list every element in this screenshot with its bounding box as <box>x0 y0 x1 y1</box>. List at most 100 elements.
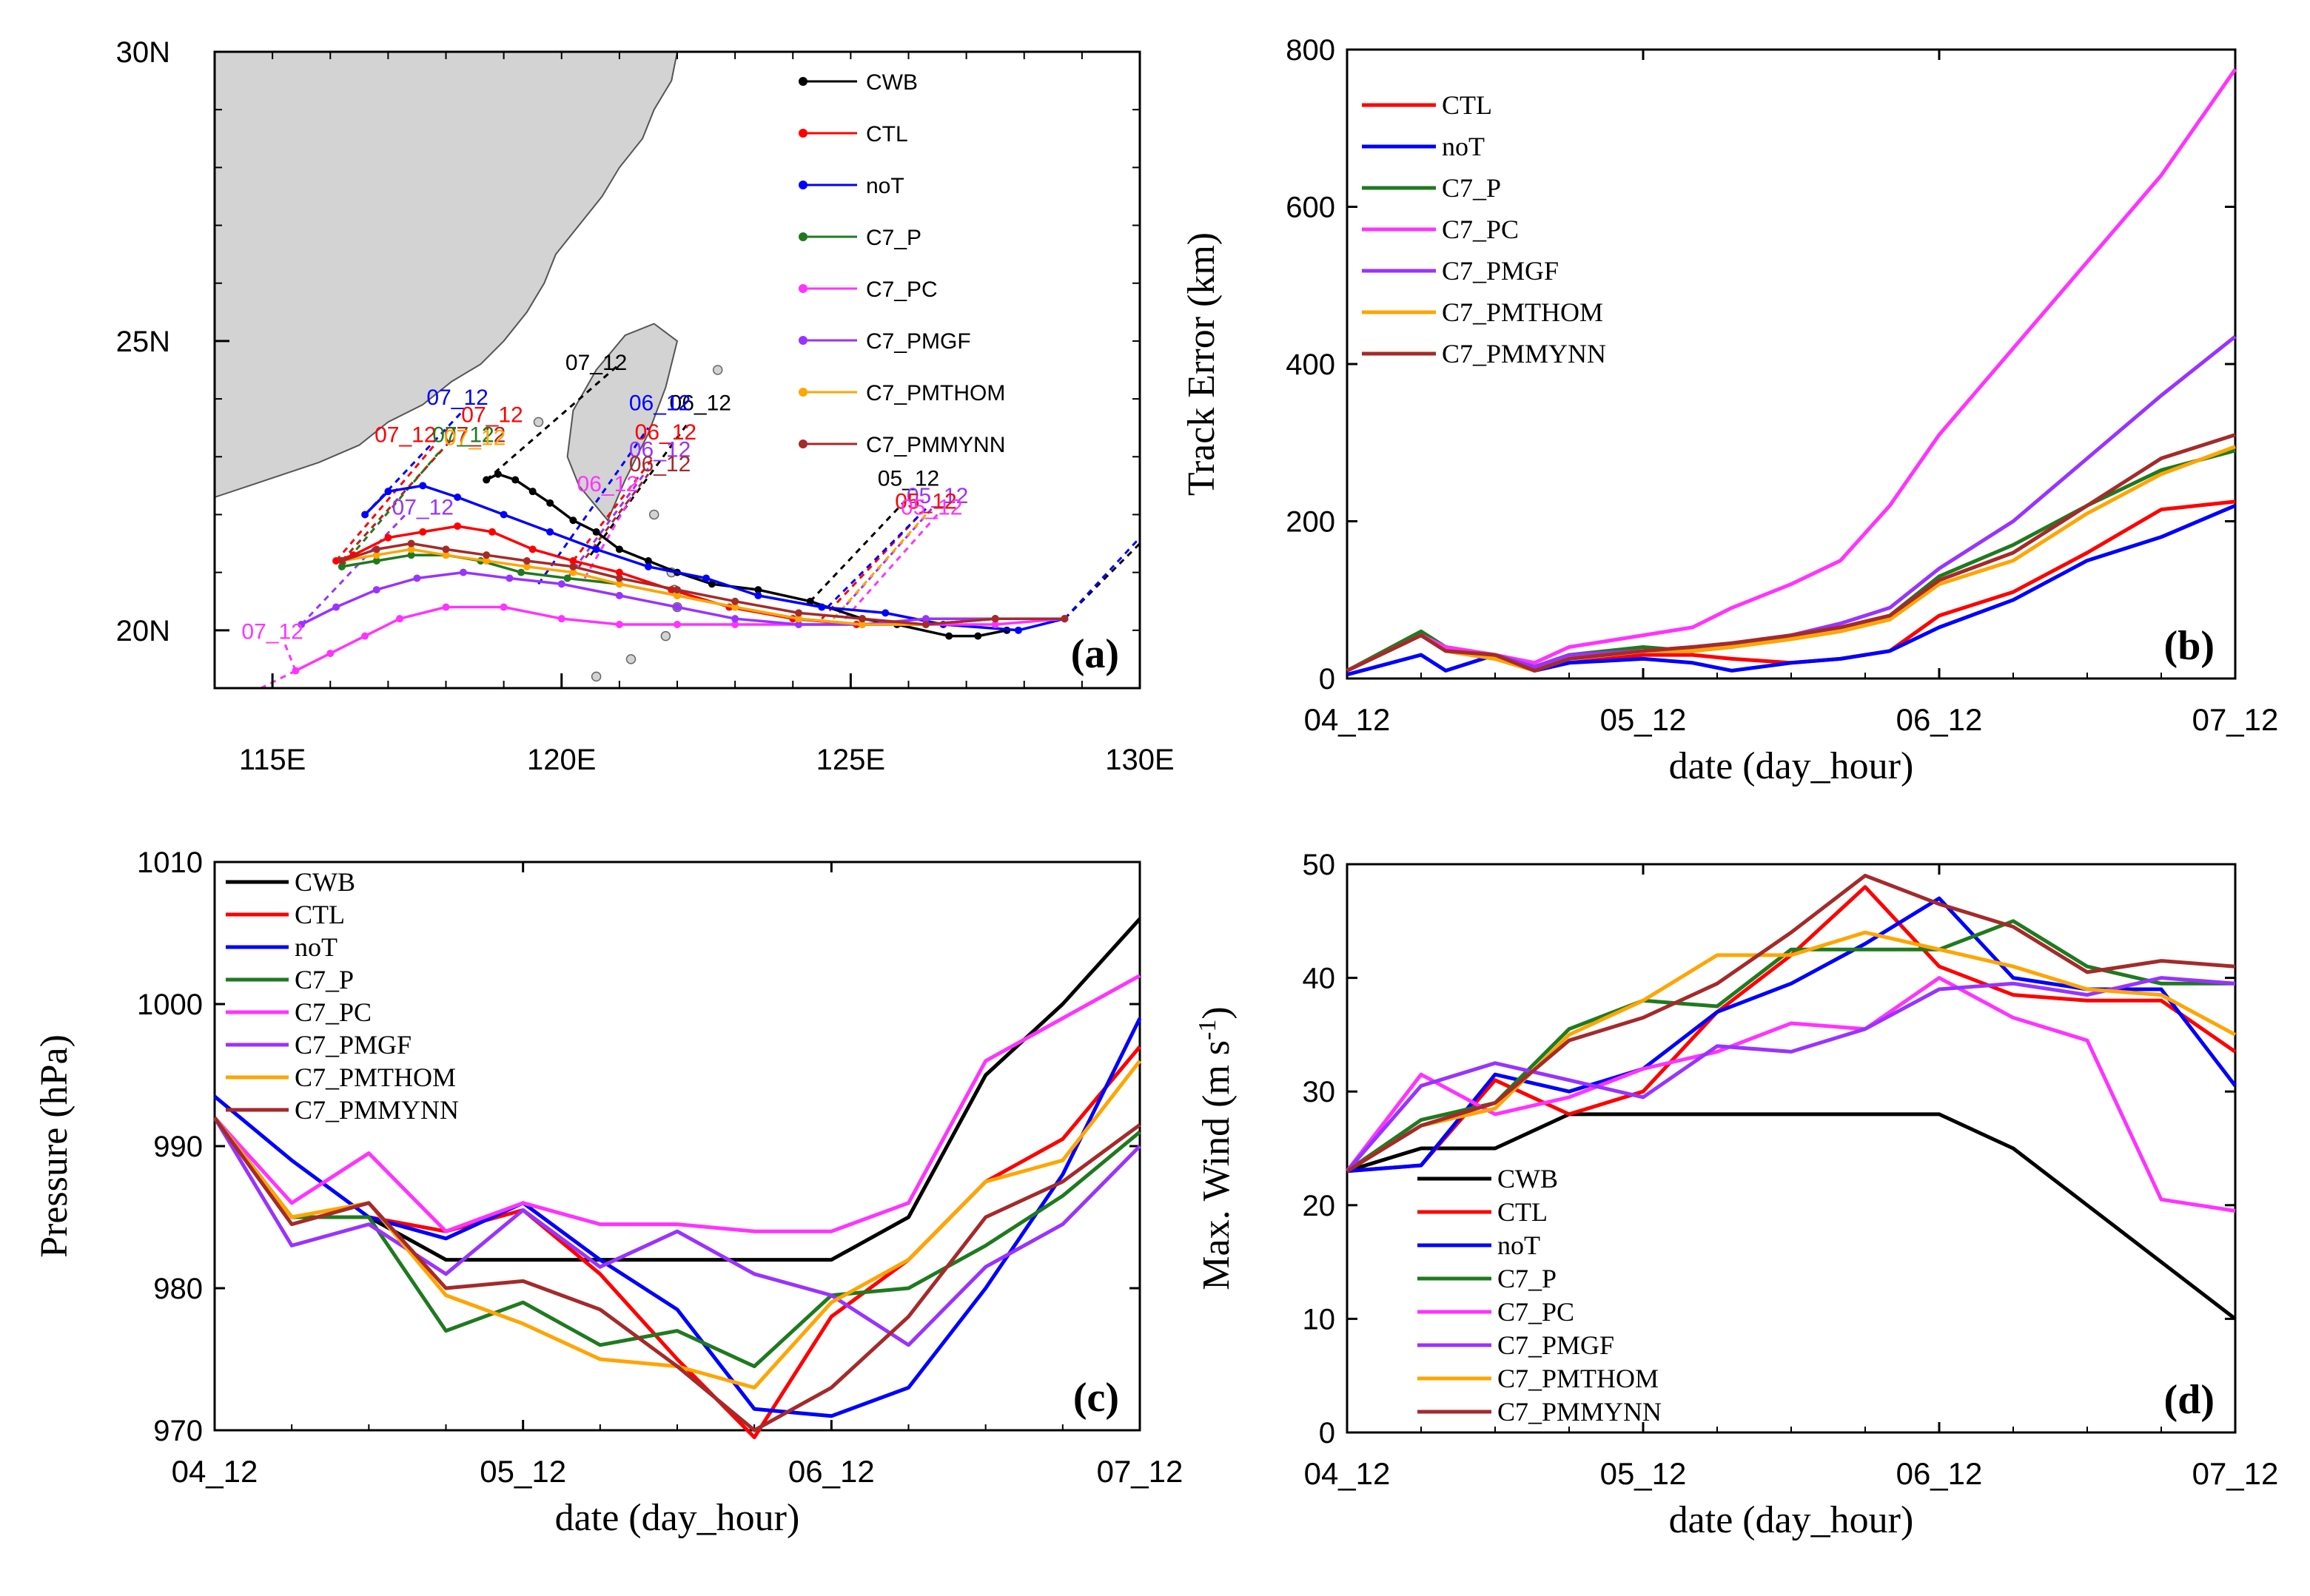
track-dashed-guide <box>832 514 927 620</box>
track-dashed-guide <box>258 670 297 688</box>
date-annotation: 07_12 <box>392 495 454 519</box>
track-point-c7-pc <box>615 621 623 628</box>
x-axis-label: date (day_hour) <box>1669 745 1914 787</box>
track-point-c7-p <box>563 574 571 582</box>
legend-label-c7-pmgf: C7_PMGF <box>1497 1330 1614 1360</box>
track-point-not <box>702 574 711 582</box>
legend-label-c7-pmgf: C7_PMGF <box>1442 256 1559 286</box>
y-tick-label: 20N <box>116 615 170 647</box>
panel-label: (a) <box>1071 631 1119 677</box>
y-tick-label: 30 <box>1303 1076 1336 1108</box>
track-point-c7-pmthom <box>615 580 623 588</box>
plot-frame <box>213 861 1141 1432</box>
y-tick-label: 600 <box>1286 192 1335 224</box>
legend-label-cwb: CWB <box>295 867 355 897</box>
track-point-c7-pmmynn <box>569 562 577 570</box>
y-tick-label: 0 <box>1319 1417 1335 1449</box>
date-annotation: 07_12 <box>375 423 436 448</box>
track-point-c7-pmgf <box>731 615 739 623</box>
legend-label-c7-pc: C7_PC <box>1442 215 1519 244</box>
track-point-c7-p <box>372 557 380 565</box>
legend-marker-c7-pmmynn <box>799 440 808 448</box>
series-line-c7-pmmynn <box>212 1117 1141 1432</box>
legend-label-c7-pmgf: C7_PMGF <box>295 1030 412 1060</box>
legend-label-not: noT <box>295 932 338 962</box>
date-annotation: 05_12 <box>895 490 956 514</box>
track-point-c7-pmgf <box>298 621 306 628</box>
land-mainland-china <box>215 52 679 499</box>
legend-marker-ctl <box>799 129 808 138</box>
track-point-ctl <box>615 568 623 576</box>
date-annotation: 05_12 <box>878 466 939 491</box>
track-point-cwb <box>494 470 502 478</box>
track-point-c7-pmmynn <box>859 615 866 623</box>
track-dashed-guide <box>486 363 620 481</box>
legend-label-c7-pmgf: C7_PMGF <box>866 329 971 354</box>
track-point-c7-pc <box>292 667 300 675</box>
legend-label-cwb: CWB <box>866 70 918 95</box>
track-point-ctl <box>569 557 577 565</box>
date-annotation: 07_12 <box>444 426 506 451</box>
track-dashed-guide <box>537 427 650 585</box>
track-point-ctl <box>528 545 537 553</box>
legend-marker-cwb <box>799 77 808 86</box>
track-point-c7-pmthom <box>731 603 739 611</box>
series-line-c7-pmgf <box>1346 976 2236 1173</box>
x-tick-label: 06_12 <box>788 1454 875 1489</box>
y-axis-label-suffix: ) <box>1195 1006 1238 1019</box>
x-axis-label: date (day_hour) <box>1669 1499 1914 1541</box>
date-annotation: 06_12 <box>629 452 691 477</box>
y-tick-label: 30N <box>116 36 170 69</box>
track-point-c7-pc <box>326 650 335 658</box>
track-point-cwb <box>511 476 520 484</box>
legend-label-ctl: CTL <box>866 122 908 147</box>
track-point-c7-pc <box>500 603 508 611</box>
panel-label: (c) <box>1073 1375 1119 1421</box>
track-point-cwb <box>806 597 814 605</box>
legend-label-c7-pmmynn: C7_PMMYNN <box>295 1095 459 1125</box>
track-dashed-guide <box>577 473 650 568</box>
legend-label-ctl: CTL <box>295 900 345 929</box>
track-point-c7-pmgf <box>615 591 623 599</box>
date-annotation: 06_12 <box>629 437 691 462</box>
land-taiwan <box>566 323 679 522</box>
date-annotation: 06_12 <box>635 420 696 445</box>
legend-marker-c7-pc <box>799 284 808 293</box>
y-tick-label: 200 <box>1286 506 1335 539</box>
x-tick-label: 06_12 <box>1896 1456 1983 1491</box>
track-point-c7-pc <box>674 621 681 628</box>
track-point-cwb <box>974 632 982 640</box>
track-point-c7-pc <box>361 632 369 640</box>
track-point-cwb <box>754 586 762 594</box>
y-tick-label: 800 <box>1286 34 1335 67</box>
track-point-c7-pmmynn <box>442 545 450 553</box>
track-point-c7-pmmynn <box>991 615 999 623</box>
track-point-cwb <box>945 632 953 640</box>
track-point-not <box>882 609 890 617</box>
track-point-c7-pmmynn <box>674 586 681 594</box>
y-axis-label: Pressure (hPa) <box>33 1034 75 1258</box>
track-point-c7-p <box>407 551 415 559</box>
track-point-c7-pmthom <box>523 562 531 570</box>
x-tick-label: 130E <box>1105 744 1174 776</box>
series-line-c7-pmthom <box>1346 445 2236 673</box>
y-tick-label: 1000 <box>137 989 203 1021</box>
series-line-c7-pmthom <box>1346 930 2237 1173</box>
track-point-cwb <box>569 516 577 525</box>
track-dashed-guide <box>340 438 453 562</box>
y-tick-label: 990 <box>153 1131 203 1163</box>
legend-marker-not <box>799 181 808 189</box>
date-annotation: 07_12 <box>426 385 488 410</box>
track-point-c7-pmgf <box>557 580 565 588</box>
track-point-cwb <box>528 488 537 496</box>
track-point-c7-pmmynn <box>795 609 803 617</box>
legend-label-c7-pmthom: C7_PMTHOM <box>866 381 1005 405</box>
track-point-c7-pmmynn <box>338 557 346 565</box>
date-annotation: 07_12 <box>432 423 494 448</box>
date-annotation: 07_12 <box>241 620 303 644</box>
series-line-c7-pmmynn <box>1346 873 2236 1173</box>
track-point-cwb <box>592 528 600 536</box>
y-tick-label: 0 <box>1319 663 1335 696</box>
x-tick-label: 04_12 <box>1304 702 1391 737</box>
